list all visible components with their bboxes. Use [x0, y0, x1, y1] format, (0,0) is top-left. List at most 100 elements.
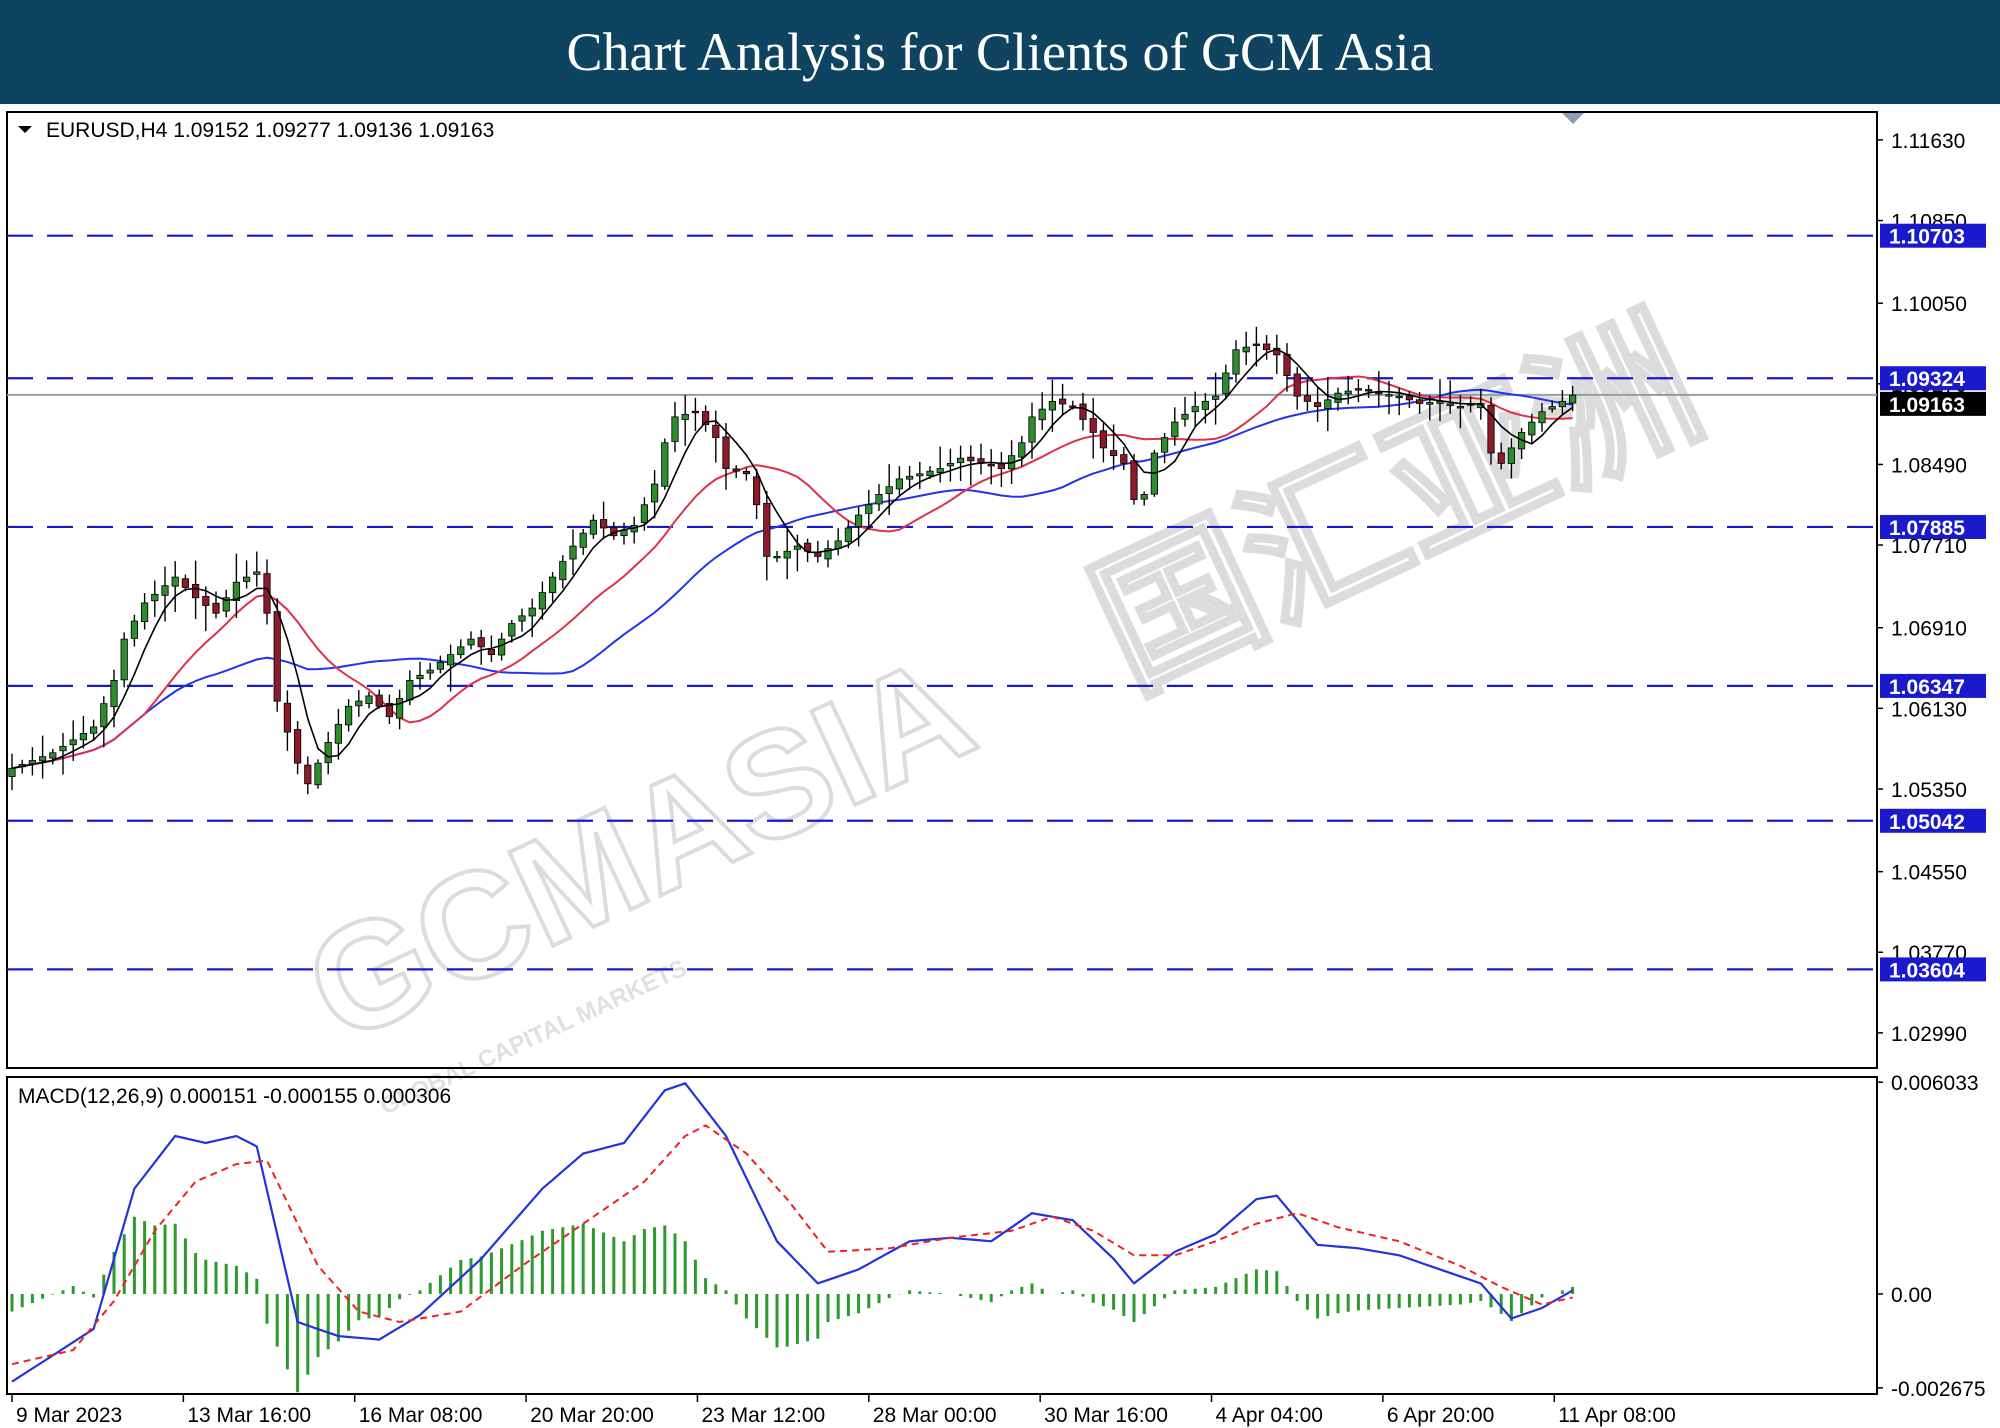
candle[interactable]: [304, 756, 312, 795]
candle[interactable]: [865, 489, 873, 530]
candle[interactable]: [171, 561, 179, 612]
candle[interactable]: [1161, 432, 1169, 464]
candle[interactable]: [355, 690, 363, 717]
candle[interactable]: [957, 445, 965, 482]
candle[interactable]: [1191, 391, 1199, 427]
candle[interactable]: [69, 720, 77, 761]
candle[interactable]: [508, 619, 516, 643]
candle[interactable]: [181, 574, 189, 592]
candle[interactable]: [1569, 385, 1577, 412]
candle[interactable]: [987, 449, 995, 485]
candle[interactable]: [59, 732, 67, 775]
candle[interactable]: [1201, 393, 1209, 424]
candle[interactable]: [1079, 392, 1087, 431]
candle[interactable]: [253, 551, 261, 587]
candle[interactable]: [916, 461, 924, 490]
symbol-dropdown-icon[interactable]: [18, 126, 32, 133]
candle[interactable]: [620, 522, 628, 545]
candle[interactable]: [1232, 340, 1240, 383]
candle[interactable]: [232, 553, 240, 618]
candle[interactable]: [906, 465, 914, 490]
candle[interactable]: [457, 639, 465, 659]
candle[interactable]: [1354, 379, 1362, 403]
candle[interactable]: [395, 689, 404, 730]
candle[interactable]: [1416, 392, 1424, 414]
candle[interactable]: [742, 467, 751, 481]
candle[interactable]: [834, 528, 842, 556]
candle[interactable]: [732, 465, 740, 478]
candle[interactable]: [1038, 392, 1046, 430]
candle[interactable]: [385, 694, 394, 724]
candle[interactable]: [1365, 384, 1373, 399]
candle[interactable]: [1538, 403, 1546, 432]
candle[interactable]: [967, 445, 975, 486]
candle[interactable]: [416, 661, 424, 690]
candle[interactable]: [559, 555, 567, 589]
candle[interactable]: [1385, 380, 1393, 415]
candle[interactable]: [1181, 396, 1189, 427]
candle[interactable]: [855, 506, 863, 547]
candle[interactable]: [589, 514, 598, 539]
candle[interactable]: [1099, 423, 1107, 463]
price-panel[interactable]: [7, 234, 1877, 971]
shift-marker-icon[interactable]: [1562, 113, 1584, 124]
candle[interactable]: [39, 735, 47, 779]
candle[interactable]: [1375, 371, 1383, 407]
candle[interactable]: [753, 468, 761, 520]
candle[interactable]: [722, 423, 730, 490]
candle[interactable]: [1242, 331, 1250, 366]
candle[interactable]: [344, 699, 353, 732]
candle[interactable]: [1252, 326, 1260, 367]
candle[interactable]: [28, 747, 37, 776]
candle[interactable]: [151, 580, 159, 617]
candle[interactable]: [946, 448, 955, 482]
candle[interactable]: [702, 405, 710, 432]
candle[interactable]: [1018, 435, 1026, 467]
candle[interactable]: [1171, 407, 1179, 446]
candle[interactable]: [1283, 343, 1291, 392]
candle[interactable]: [477, 629, 485, 665]
candle[interactable]: [120, 632, 128, 688]
trading-chart[interactable]: GCMASIA 国汇亚洲 GLOBAL CAPITAL MARKETS 1.11…: [0, 104, 2000, 1428]
candle[interactable]: [1263, 335, 1271, 360]
candle[interactable]: [1273, 334, 1281, 374]
candle[interactable]: [1059, 383, 1067, 416]
candle[interactable]: [844, 520, 853, 549]
candle[interactable]: [997, 452, 1006, 487]
candle[interactable]: [365, 691, 373, 709]
candle[interactable]: [1507, 438, 1515, 479]
candle[interactable]: [1303, 378, 1311, 411]
candle[interactable]: [1140, 491, 1148, 506]
candle[interactable]: [1324, 377, 1332, 432]
candle[interactable]: [1089, 397, 1097, 459]
candle[interactable]: [1528, 413, 1536, 443]
candle[interactable]: [579, 528, 587, 555]
candle[interactable]: [763, 491, 771, 581]
candle[interactable]: [824, 540, 832, 568]
candle[interactable]: [600, 501, 608, 540]
candle[interactable]: [1212, 372, 1220, 425]
candle[interactable]: [1405, 391, 1413, 408]
candle[interactable]: [681, 395, 689, 446]
candle[interactable]: [1314, 388, 1322, 422]
candle[interactable]: [773, 550, 781, 563]
candle[interactable]: [202, 586, 210, 632]
candle[interactable]: [140, 593, 149, 630]
candle[interactable]: [1048, 379, 1056, 432]
candle[interactable]: [569, 529, 577, 576]
candle[interactable]: [49, 748, 57, 765]
candle[interactable]: [90, 719, 98, 741]
candle[interactable]: [436, 655, 445, 674]
candle[interactable]: [8, 753, 16, 791]
candle[interactable]: [1293, 367, 1301, 410]
candle[interactable]: [661, 438, 669, 490]
candle[interactable]: [334, 708, 343, 760]
candle[interactable]: [130, 614, 138, 647]
candle[interactable]: [1548, 400, 1556, 413]
candle[interactable]: [538, 581, 547, 620]
candle[interactable]: [242, 560, 251, 589]
candle[interactable]: [273, 598, 281, 712]
candle[interactable]: [100, 696, 108, 748]
candle[interactable]: [222, 589, 230, 618]
candle[interactable]: [467, 631, 475, 650]
